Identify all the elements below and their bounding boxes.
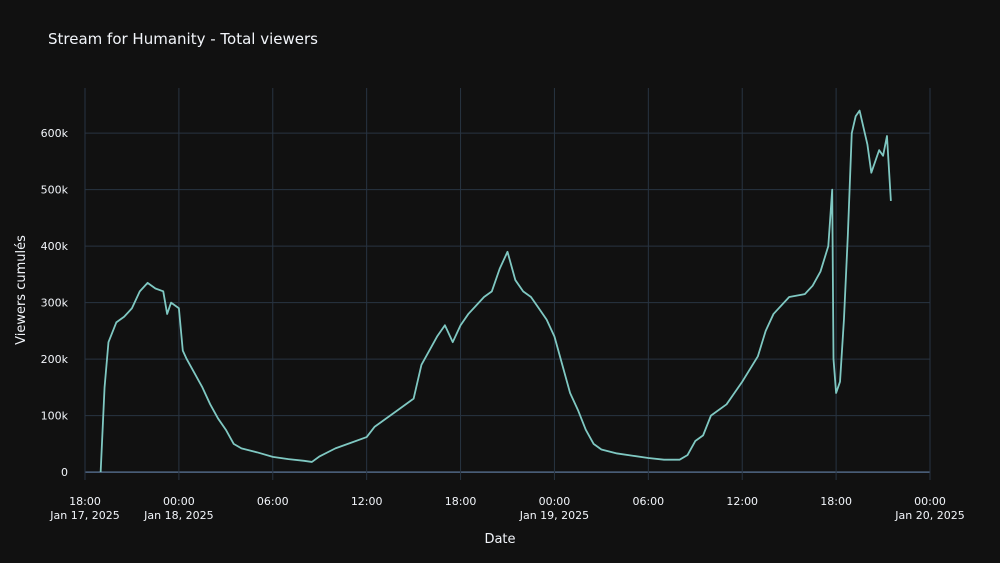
- x-axis-title: Date: [484, 532, 515, 547]
- x-tick-label: 00:00 Jan 20, 2025: [894, 495, 964, 522]
- x-tick-label: 18:00: [820, 495, 852, 508]
- y-tick-label: 300k: [41, 297, 69, 310]
- x-tick-label: 12:00: [351, 495, 383, 508]
- y-tick-label: 100k: [41, 410, 69, 423]
- chart-title: Stream for Humanity - Total viewers: [48, 30, 318, 48]
- y-tick-label: 200k: [41, 353, 69, 366]
- y-axis-title: Viewers cumulés: [14, 235, 29, 345]
- x-tick-label: 00:00 Jan 18, 2025: [143, 495, 213, 522]
- x-tick-label: 12:00: [726, 495, 758, 508]
- y-tick-label: 600k: [41, 127, 69, 140]
- x-tick-label: 06:00: [257, 495, 289, 508]
- series-line: [99, 109, 892, 473]
- y-tick-label: 500k: [41, 184, 69, 197]
- x-tick-label: 18:00 Jan 17, 2025: [49, 495, 119, 522]
- x-tick-label: 00:00 Jan 19, 2025: [519, 495, 589, 522]
- y-tick-label: 400k: [41, 240, 69, 253]
- y-tick-label: 0: [61, 466, 68, 479]
- x-tick-label: 06:00: [632, 495, 664, 508]
- x-tick-label: 18:00: [445, 495, 477, 508]
